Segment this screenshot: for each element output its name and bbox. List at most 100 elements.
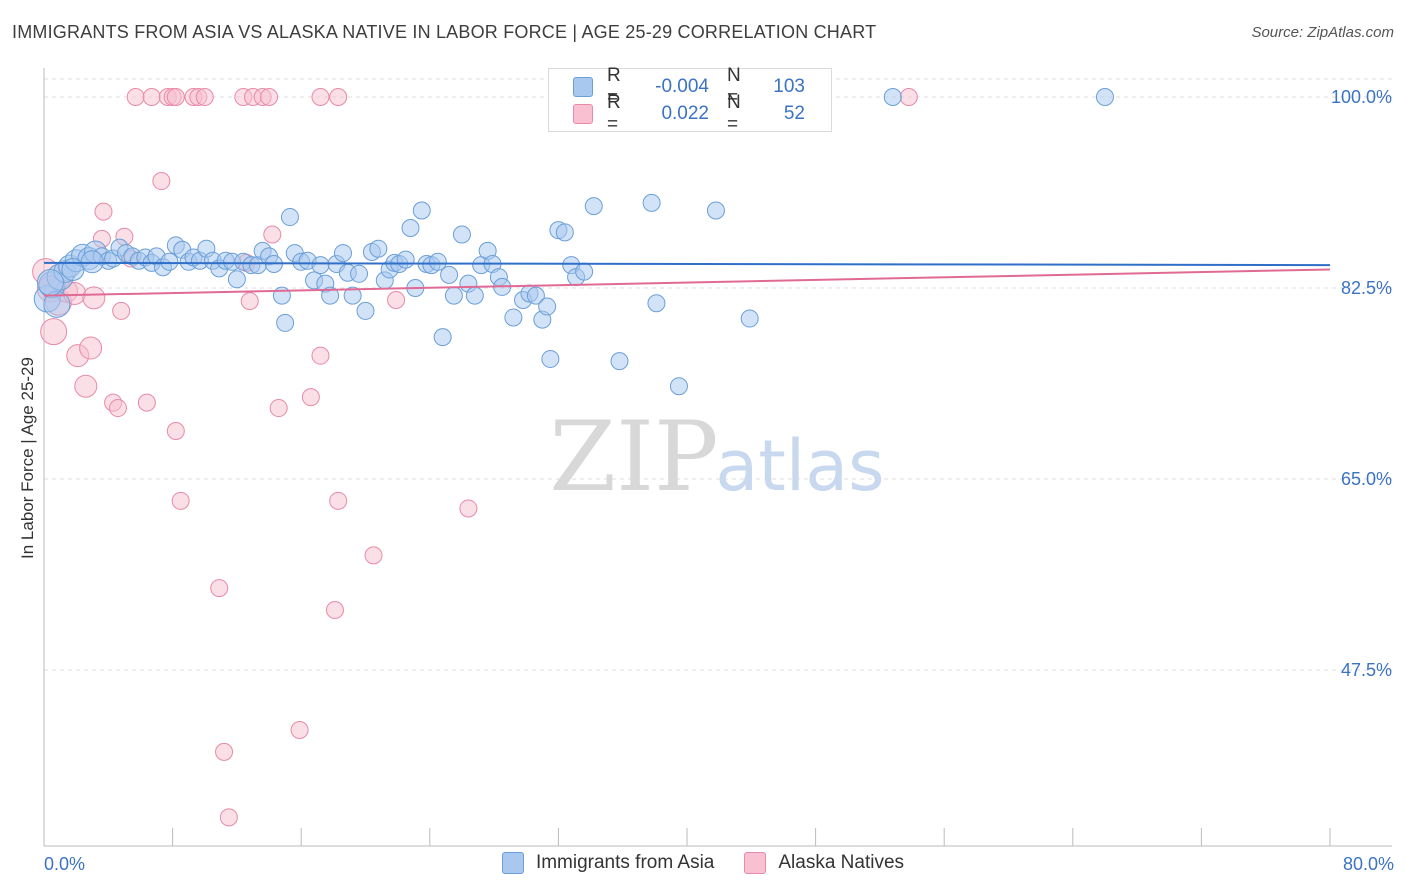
immigrants-asia-point	[555, 223, 574, 242]
alaska-natives-point	[219, 808, 238, 827]
immigrants-asia-point	[541, 349, 560, 368]
immigrants-asia-point	[369, 239, 388, 258]
r-label: R =	[607, 65, 621, 108]
alaska-natives-point	[166, 421, 185, 440]
immigrants-asia-point	[321, 286, 340, 305]
immigrants-asia-point	[465, 286, 484, 305]
legend-swatch-alaska	[744, 852, 767, 874]
alaska-natives-point	[94, 202, 113, 221]
immigrants-asia-point	[333, 244, 352, 263]
r-value: -0.004	[655, 76, 709, 97]
r-label: R =	[607, 92, 621, 135]
alaska-natives-point	[269, 399, 288, 418]
legend-item-asia[interactable]: Immigrants from Asia	[501, 852, 715, 874]
immigrants-asia-point	[412, 201, 431, 220]
alaska-natives-point	[74, 374, 98, 398]
alaska-natives-point	[459, 499, 478, 518]
alaska-natives-point	[171, 491, 190, 510]
immigrants-asia-point	[452, 225, 471, 244]
x-tick-label: 80.0%	[1343, 854, 1394, 874]
immigrants-asia-point	[356, 301, 375, 320]
grid	[44, 78, 1392, 671]
alaska-natives-point	[112, 301, 131, 320]
immigrants-asia-point	[80, 250, 104, 274]
legend-label-asia: Immigrants from Asia	[535, 852, 715, 873]
y-tick-label: 100.0%	[1331, 87, 1392, 107]
immigrants-asia-point	[584, 197, 603, 216]
trend-line-asia	[43, 261, 1331, 267]
series-immigrants-from-asia	[33, 88, 1114, 396]
alaska-natives-point	[329, 491, 348, 510]
immigrants-asia-point	[276, 313, 295, 332]
immigrants-asia-point	[669, 377, 688, 396]
alaska-natives-point	[899, 88, 918, 106]
alaska-natives-point	[240, 292, 259, 311]
correlation-legend: R = -0.004 N = 103 R = 0.022 N = 52	[548, 65, 832, 135]
legend-label-alaska: Alaska Natives	[778, 852, 905, 873]
watermark: ZIP atlas	[549, 401, 884, 513]
trend-line-alaska	[43, 268, 1331, 297]
immigrants-asia-point	[36, 269, 64, 297]
y-tick-label: 65.0%	[1341, 469, 1392, 489]
immigrants-asia-point	[433, 328, 452, 347]
immigrants-asia-point	[61, 257, 85, 281]
immigrants-asia-point	[706, 201, 725, 220]
alaska-natives-point	[325, 600, 344, 619]
axes	[43, 68, 1392, 847]
alaska-natives-point	[137, 393, 156, 412]
immigrants-asia-point	[428, 252, 447, 271]
source-label: Source: ZipAtlas.com	[1251, 24, 1394, 41]
y-tick-label: 82.5%	[1341, 278, 1392, 298]
alaska-natives-point	[195, 88, 214, 106]
legend-item-alaska[interactable]: Alaska Natives	[744, 852, 904, 874]
immigrants-asia-point	[401, 218, 420, 237]
immigrants-asia-point	[343, 286, 362, 305]
trend-lines	[43, 261, 1331, 297]
alaska-natives-point	[263, 225, 282, 244]
alaska-natives-point	[329, 88, 348, 106]
immigrants-asia-point	[280, 208, 299, 227]
alaska-natives-point	[166, 88, 185, 106]
immigrants-asia-point	[610, 352, 629, 371]
n-label: N =	[727, 92, 741, 135]
alaska-natives-point	[311, 346, 330, 365]
alaska-natives-point	[152, 172, 171, 191]
legend-swatch-asia	[573, 77, 593, 97]
n-value: 52	[783, 103, 805, 124]
immigrants-asia-point	[311, 256, 330, 275]
legend-swatch-asia	[501, 852, 524, 874]
immigrants-asia-point	[444, 286, 463, 305]
immigrants-asia-point	[740, 309, 759, 328]
alaska-natives-point	[82, 286, 106, 310]
series-legend: Immigrants from Asia Alaska Natives	[0, 852, 1406, 874]
watermark-atlas: atlas	[715, 425, 884, 507]
immigrants-asia-point	[160, 252, 179, 271]
tick-labels: 47.5% 65.0% 82.5% 100.0% 0.0% 80.0%	[44, 87, 1394, 874]
legend-row-alaska: R = 0.022 N = 52	[573, 92, 805, 135]
immigrants-asia-point	[350, 264, 369, 283]
immigrants-asia-point	[440, 265, 459, 284]
alaska-natives-point	[79, 336, 103, 360]
alaska-natives-point	[311, 88, 330, 106]
n-value: 103	[773, 76, 805, 97]
watermark-zip: ZIP	[549, 401, 718, 513]
immigrants-asia-point	[883, 88, 902, 106]
alaska-natives-point	[290, 721, 309, 740]
immigrants-asia-point	[575, 262, 594, 281]
alaska-natives-point	[126, 88, 145, 106]
immigrants-asia-point	[647, 294, 666, 313]
immigrants-asia-point	[227, 270, 246, 289]
immigrants-asia-point	[504, 308, 523, 327]
n-label: N =	[727, 65, 741, 108]
alaska-natives-point	[387, 291, 406, 310]
alaska-natives-point	[108, 399, 127, 418]
alaska-natives-point	[142, 88, 161, 106]
x-tick-label: 0.0%	[44, 854, 85, 874]
immigrants-asia-point	[538, 297, 557, 316]
alaska-natives-point	[260, 88, 279, 106]
alaska-natives-point	[40, 318, 68, 346]
immigrants-asia-point	[526, 286, 545, 305]
immigrants-asia-point	[396, 250, 415, 269]
immigrants-asia-point	[642, 193, 661, 212]
